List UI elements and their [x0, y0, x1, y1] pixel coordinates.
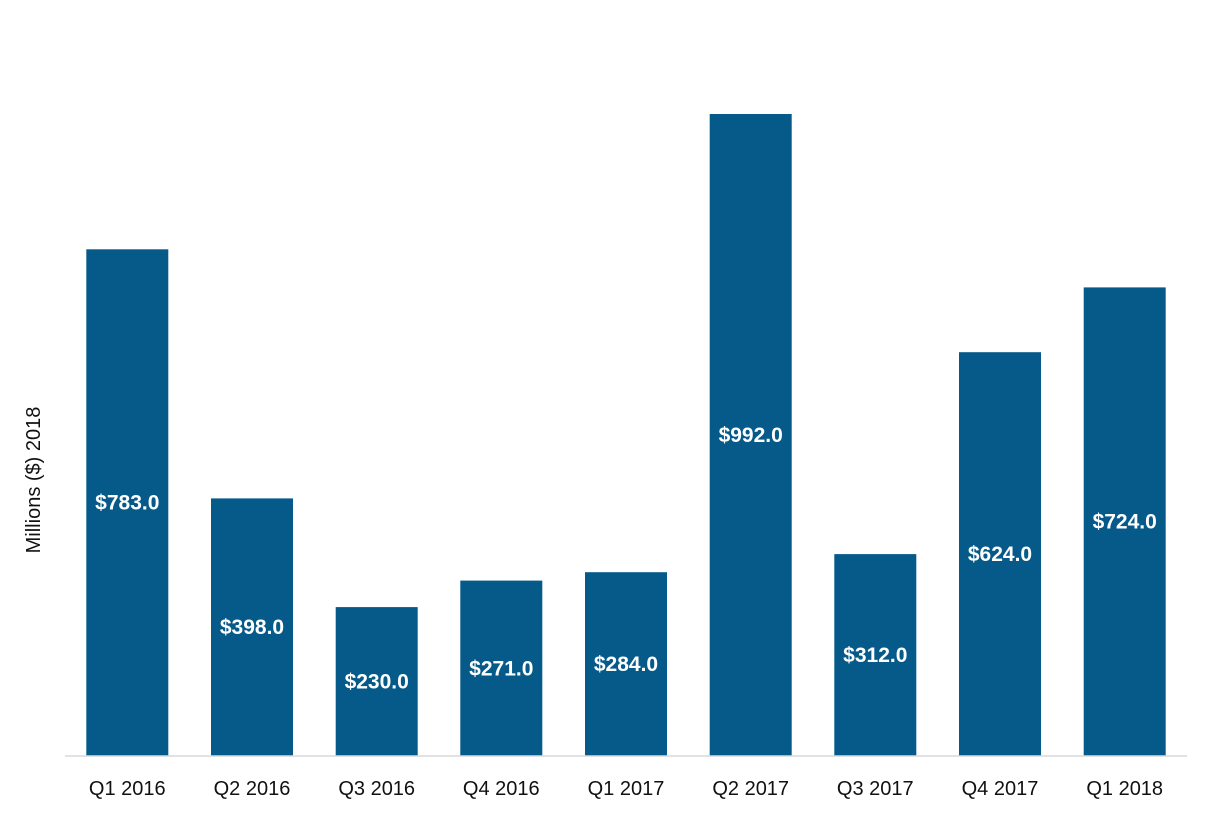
- y-axis-title: Millions ($) 2018: [23, 407, 45, 554]
- bar-q2-2016: [211, 498, 293, 756]
- x-tick-labels: Q1 2016 Q2 2016 Q3 2016 Q4 2016 Q1 2017 Q2 20…: [89, 778, 1163, 800]
- bar-value-label: $284.0: [594, 653, 658, 676]
- bar-value-label: $783.0: [95, 492, 159, 515]
- bar-value-label: $624.0: [968, 543, 1032, 566]
- bar-value-label: $230.0: [345, 671, 409, 694]
- x-tick-label: Q4 2016: [463, 778, 540, 800]
- x-tick-label: Q1 2017: [588, 778, 665, 800]
- x-tick-label: Q4 2017: [962, 778, 1039, 800]
- bar-q3-2016: [335, 607, 418, 756]
- bar-labels-group: $783.0 $398.0 $230.0 $271.0 $284.0 $992.0 $312…: [95, 424, 1157, 694]
- x-tick-label: Q1 2016: [89, 778, 166, 800]
- bar-value-label: $992.0: [719, 424, 783, 447]
- x-tick-label: Q3 2016: [338, 778, 415, 800]
- bar-value-label: $312.0: [843, 644, 907, 667]
- bar-q1-2016: [86, 249, 169, 757]
- x-tick-label: Q2 2017: [712, 778, 789, 800]
- bar-value-label: $271.0: [469, 657, 533, 680]
- bar-q4-2016: [460, 580, 543, 756]
- bar-value-label: $398.0: [220, 616, 284, 639]
- x-tick-label: Q3 2017: [837, 778, 914, 800]
- bar-q2-2017: [709, 114, 792, 756]
- bar-value-label: $724.0: [1093, 511, 1157, 534]
- bars-group: [86, 114, 1166, 757]
- bar-q1-2017: [585, 572, 667, 756]
- x-tick-label: Q1 2018: [1086, 778, 1163, 800]
- x-tick-label: Q2 2016: [214, 778, 291, 800]
- bar-q4-2017: [959, 352, 1041, 756]
- bar-q1-2018: [1083, 287, 1166, 756]
- bar-q3-2017: [834, 554, 917, 756]
